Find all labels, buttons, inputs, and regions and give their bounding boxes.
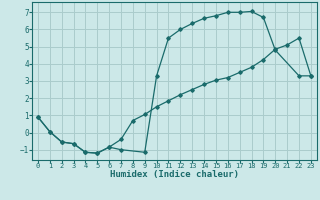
X-axis label: Humidex (Indice chaleur): Humidex (Indice chaleur): [110, 170, 239, 179]
